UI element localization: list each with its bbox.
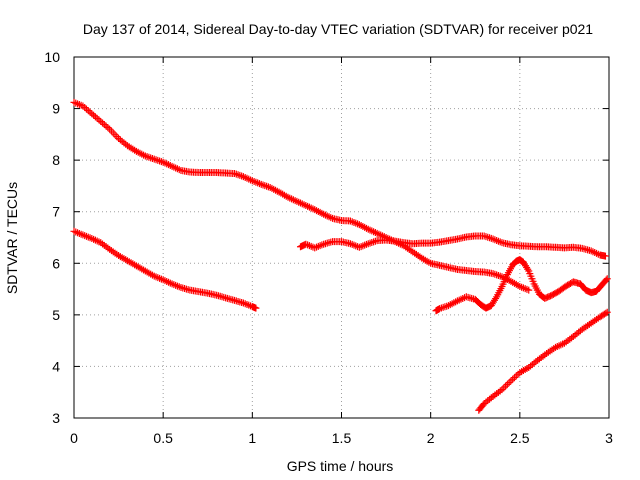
data-point-interp [82,105,90,113]
y-tick-label: 3 [52,410,60,426]
data-point-interp [100,121,108,129]
data-point-interp [505,379,513,387]
data-point-interp [104,124,112,132]
chart-title: Day 137 of 2014, Sidereal Day-to-day VTE… [83,21,593,37]
data-point [88,110,96,118]
data-point-interp [90,111,98,119]
data-point-interp [502,382,510,390]
y-tick-labels: 3 4 5 6 7 8 9 10 [44,49,60,426]
data-point-interp [602,276,610,284]
y-tick-label: 9 [52,101,60,117]
data-point [507,377,515,385]
data-point-interp [102,122,110,130]
data-point [603,308,611,316]
plot-frame [73,56,610,419]
y-tick-label: 8 [52,152,60,168]
data-point-interp [602,309,610,317]
data-point-interp [510,374,518,382]
data-point-interp [500,384,508,392]
gridlines [74,57,609,418]
x-tick-label: 0.5 [153,430,173,446]
data-point-interp [91,113,99,121]
data-point-interp [95,116,103,124]
data-point [525,286,533,294]
x-tick-labels: 0 0.5 1 1.5 2 2.5 3 [70,430,613,446]
data-point [601,252,609,260]
data-point-interp [503,380,511,388]
x-tick-label: 1 [248,430,256,446]
data-point-interp [86,108,94,116]
y-tick-label: 5 [52,307,60,323]
x-tick-label: 2 [427,430,435,446]
x-tick-label: 0 [70,430,78,446]
data-points [70,98,611,414]
y-tick-label: 4 [52,358,60,374]
data-point [603,275,611,283]
y-tick-label: 10 [44,49,60,65]
x-axis-label: GPS time / hours [287,458,394,474]
y-axis-label: SDTVAR / TECUs [4,182,20,294]
data-point-interp [509,375,517,383]
data-point [97,117,105,125]
x-tick-label: 1.5 [332,430,352,446]
data-point-interp [99,119,107,127]
data-point-interp [93,114,101,122]
x-tick-label: 2.5 [510,430,530,446]
y-tick-label: 6 [52,255,60,271]
data-point-interp [512,372,520,380]
y-tick-label: 7 [52,204,60,220]
x-tick-label: 3 [605,430,613,446]
data-point [252,304,260,312]
